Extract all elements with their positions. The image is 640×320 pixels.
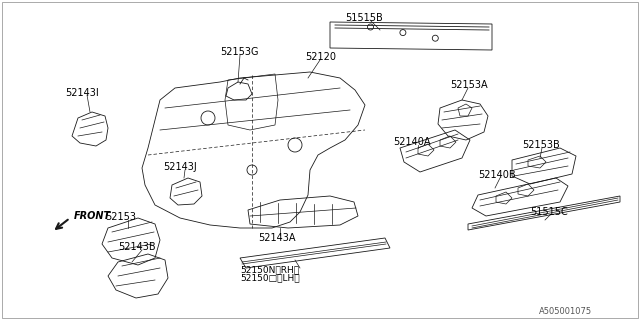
Text: 52150N〈RH〉: 52150N〈RH〉 [240,266,299,275]
Text: A505001075: A505001075 [539,308,592,316]
Text: 52153G: 52153G [220,47,259,57]
Text: 52153A: 52153A [450,80,488,90]
Text: 52143J: 52143J [163,162,196,172]
Text: 52143B: 52143B [118,242,156,252]
Text: 52153B: 52153B [522,140,560,150]
Text: 52140B: 52140B [478,170,516,180]
Text: 52143I: 52143I [65,88,99,98]
Text: 52150□〈LH〉: 52150□〈LH〉 [240,274,300,283]
Text: 52140A: 52140A [393,137,431,147]
Text: 51515C: 51515C [530,207,568,217]
Text: FRONT: FRONT [74,211,111,221]
Text: 52143A: 52143A [258,233,296,243]
Text: 52120: 52120 [305,52,336,62]
Text: 52153: 52153 [105,212,136,222]
Text: 51515B: 51515B [345,13,383,23]
